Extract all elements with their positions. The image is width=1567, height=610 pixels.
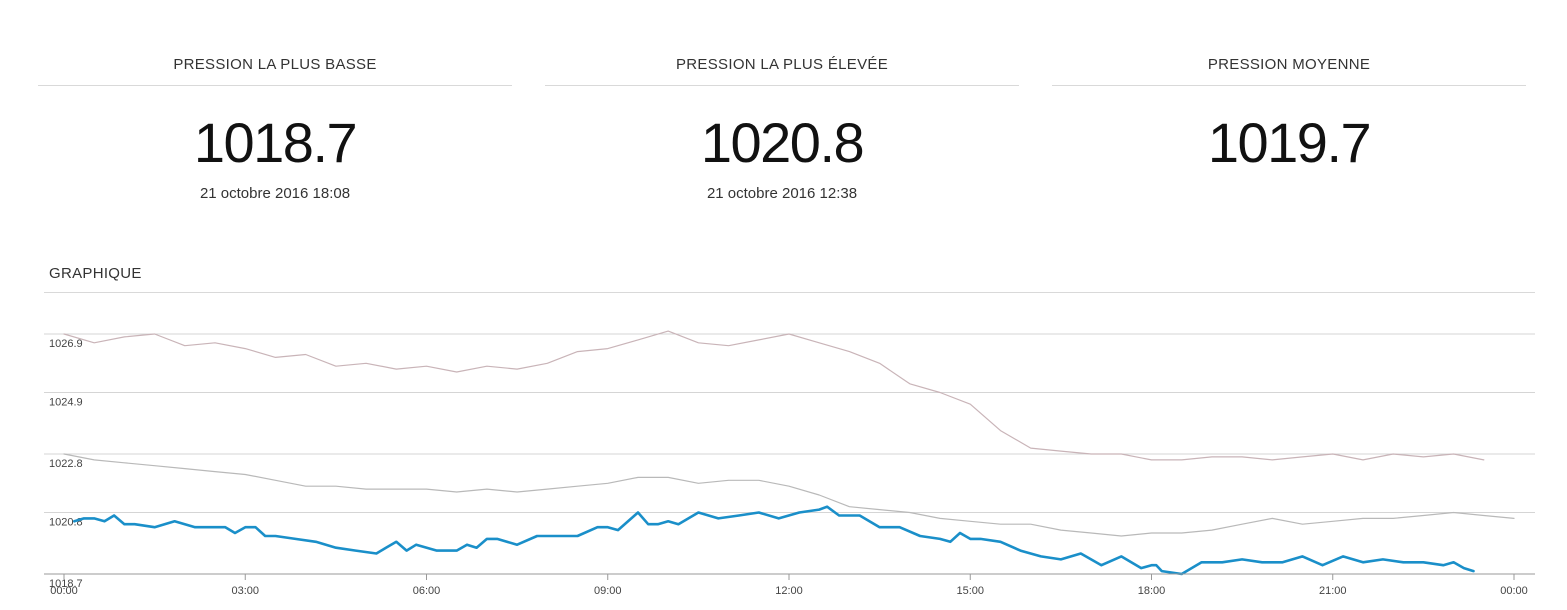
y-tick-label: 1022.8 [49, 458, 83, 470]
stat-lowest-value: 1018.7 [193, 111, 358, 174]
stat-highest-value: 1020.8 [700, 111, 865, 174]
stat-lowest-date: 21 octobre 2016 18:08 [199, 185, 351, 202]
divider [545, 85, 1019, 86]
stat-average-value: 1019.7 [1207, 111, 1372, 174]
stat-average-title: PRESSION MOYENNE [1207, 56, 1371, 73]
stat-highest-title: PRESSION LA PLUS ÉLEVÉE [676, 56, 888, 73]
y-tick-label: 1020.8 [49, 517, 83, 529]
divider [44, 292, 1535, 293]
series-line-main [73, 505, 1475, 576]
x-tick-label: 09:00 [594, 585, 622, 597]
x-tick-label: 21:00 [1319, 585, 1347, 597]
x-tick-label: 15:00 [956, 585, 984, 597]
graph-title: GRAPHIQUE [49, 265, 142, 282]
divider [1052, 85, 1526, 86]
y-tick-label: 1026.9 [49, 338, 83, 350]
x-tick-label: 03:00 [231, 585, 259, 597]
x-tick-label: 00:00 [1500, 585, 1528, 597]
x-tick-label: 00:00 [50, 585, 78, 597]
series-line-compare2 [63, 453, 1515, 537]
x-tick-label: 18:00 [1138, 585, 1166, 597]
stat-lowest-title: PRESSION LA PLUS BASSE [173, 56, 377, 73]
series-line-compare [63, 330, 1485, 461]
y-tick-label: 1018.7 [49, 578, 83, 590]
y-tick-label: 1024.9 [49, 397, 83, 409]
x-tick-label: 12:00 [775, 585, 803, 597]
stat-highest-date: 21 octobre 2016 12:38 [706, 185, 858, 202]
divider [38, 85, 512, 86]
x-tick-label: 06:00 [413, 585, 441, 597]
